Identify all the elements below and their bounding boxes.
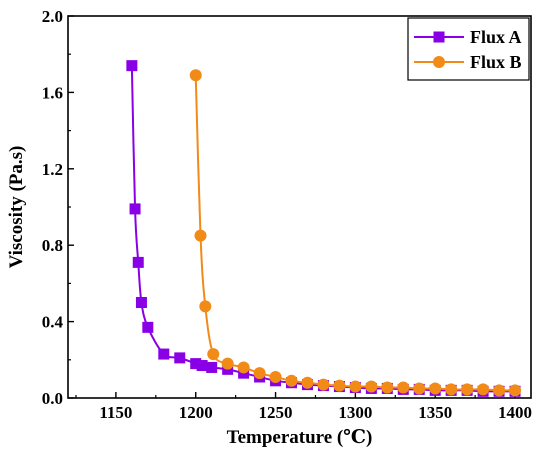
legend-flux-b-marker xyxy=(433,56,445,68)
y-tick-label: 1.6 xyxy=(42,83,63,102)
x-tick-label: 1150 xyxy=(99,403,132,422)
x-tick-label: 1200 xyxy=(179,403,213,422)
flux-a-point xyxy=(206,361,218,373)
flux-a-point xyxy=(158,348,170,360)
flux-a-point xyxy=(190,358,202,370)
legend-flux-a-marker xyxy=(433,31,445,43)
flux-b-point xyxy=(429,382,442,395)
markers-group xyxy=(126,60,522,397)
flux-b-point xyxy=(269,370,282,383)
axes-group: 1150 1200 1250 1300 1350 1400 0.0 0.4 0.8 1.2 1.6 2… xyxy=(42,7,532,422)
curves-group xyxy=(130,65,516,393)
flux-b-point xyxy=(221,357,234,370)
flux-b-line xyxy=(194,75,516,392)
y-axis-title: Viscosity (Pa.s) xyxy=(6,146,27,269)
x-tick-label: 1400 xyxy=(498,403,532,422)
flux-b-point xyxy=(349,380,362,393)
flux-a-point xyxy=(132,256,144,268)
flux-a-point xyxy=(174,352,186,364)
x-tick-label: 1300 xyxy=(338,403,372,422)
flux-b-point xyxy=(509,384,522,397)
flux-a-point xyxy=(129,203,141,215)
flux-b-point xyxy=(199,300,212,313)
flux-b-point xyxy=(189,69,202,82)
flux-b-point xyxy=(381,381,394,394)
x-axis-title: Temperature (℃) xyxy=(227,427,373,448)
flux-a-line xyxy=(130,65,516,393)
flux-b-point xyxy=(207,348,220,361)
flux-b-point xyxy=(194,229,207,242)
flux-b-point xyxy=(493,384,506,397)
legend-flux-b-label: Flux B xyxy=(470,52,522,72)
flux-b-point xyxy=(237,361,250,374)
y-tick-label: 0.4 xyxy=(42,313,64,332)
y-tick-label: 2.0 xyxy=(42,7,63,26)
x-tick-label: 1350 xyxy=(418,403,452,422)
y-tick-label: 1.2 xyxy=(42,160,63,179)
legend: Flux A Flux B xyxy=(407,17,530,81)
y-tick-label: 0.8 xyxy=(42,236,63,255)
flux-a-point xyxy=(126,60,138,72)
flux-b-point xyxy=(317,378,330,391)
flux-b-point xyxy=(445,383,458,396)
flux-b-point xyxy=(477,383,490,396)
flux-b-point xyxy=(301,376,314,389)
flux-b-point xyxy=(285,374,298,387)
flux-b-point xyxy=(365,380,378,393)
flux-b-point xyxy=(461,383,474,396)
flux-b-point xyxy=(413,382,426,395)
y-tick-label: 0.0 xyxy=(42,389,63,408)
flux-a-point xyxy=(135,297,147,308)
legend-flux-a-label: Flux A xyxy=(470,27,522,47)
flux-a-point xyxy=(142,321,154,333)
flux-b-point xyxy=(397,381,410,394)
x-tick-label: 1250 xyxy=(259,403,293,422)
legend-box xyxy=(407,17,530,81)
flux-b-point xyxy=(253,367,266,380)
flux-b-point xyxy=(333,379,346,392)
flux-a-point xyxy=(196,360,208,372)
